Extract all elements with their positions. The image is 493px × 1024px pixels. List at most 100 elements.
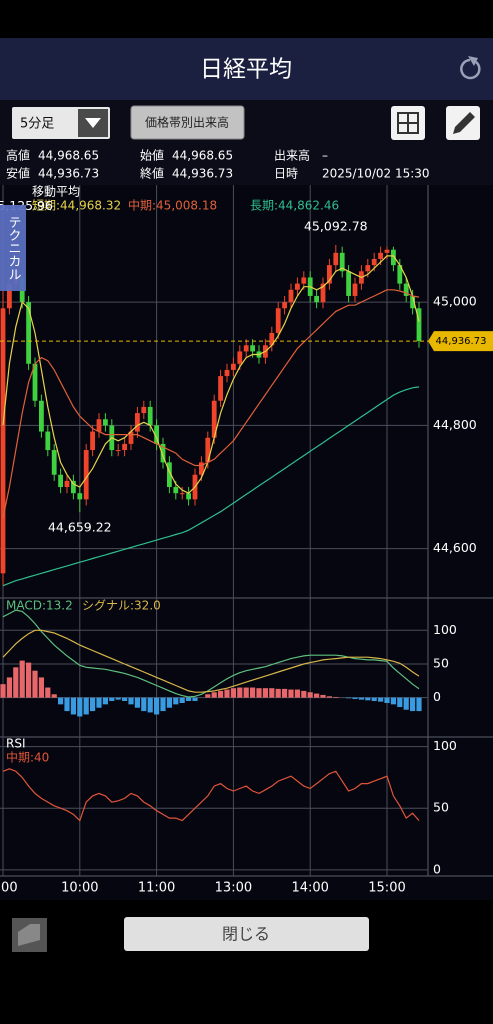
candle-body xyxy=(167,462,172,488)
info-value: – xyxy=(322,149,328,163)
series-line xyxy=(2,255,420,494)
histogram-bar xyxy=(166,697,172,708)
candle-body xyxy=(378,252,383,259)
close-label: 閉じる xyxy=(222,925,270,944)
legend-entry: 中期:40 xyxy=(6,750,49,765)
histogram-bar xyxy=(96,697,102,708)
candle-body xyxy=(128,431,134,444)
interval-dropdown[interactable]: 5分足 xyxy=(12,107,110,139)
candle-body xyxy=(96,419,102,432)
candle-body xyxy=(410,295,415,309)
histogram-bar xyxy=(0,684,6,698)
candle-body xyxy=(243,345,249,352)
last-price-tag xyxy=(428,331,493,352)
draw-button[interactable] xyxy=(446,106,480,140)
candle-body xyxy=(218,376,223,401)
histogram-bar xyxy=(186,697,192,701)
y-tick-label: 0 xyxy=(433,689,441,704)
histogram-bar xyxy=(38,677,44,698)
histogram-bar xyxy=(275,688,281,698)
candle-body xyxy=(147,406,153,426)
histogram-bar xyxy=(58,697,64,705)
close-button[interactable]: 閉じる xyxy=(124,917,369,951)
info-label: 安値 xyxy=(6,166,30,181)
status-bar xyxy=(0,0,493,38)
candle-body xyxy=(333,252,339,266)
panel-title: RSI xyxy=(6,737,26,751)
histogram-bar xyxy=(205,694,211,698)
histogram-bar xyxy=(403,697,409,710)
histogram-bar xyxy=(77,697,83,717)
histogram-bar xyxy=(109,697,115,701)
histogram-bar xyxy=(371,697,377,701)
volume-profile-button[interactable]: 価格帯別出来高 xyxy=(130,105,245,140)
candle-body xyxy=(339,252,345,272)
candle-body xyxy=(0,308,6,574)
histogram-bar xyxy=(384,697,390,704)
y-tick-label: 100 xyxy=(433,738,457,753)
candle-body xyxy=(288,289,294,303)
legend-title: 移動平均 xyxy=(32,185,80,199)
histogram-bar xyxy=(70,697,76,715)
back-button[interactable] xyxy=(12,918,47,952)
technical-tab[interactable]: テクニカル xyxy=(0,205,26,291)
histogram-bar xyxy=(134,697,140,708)
legend-entry: シグナル:32.0 xyxy=(82,599,161,613)
technical-tab-label: テクニカル xyxy=(6,216,21,281)
candle-body xyxy=(173,487,179,494)
candle-body xyxy=(352,283,358,296)
y-tick-label: 50 xyxy=(433,655,449,670)
histogram-bar xyxy=(147,697,153,713)
histogram-bar xyxy=(6,677,12,698)
header-title: 日経平均 xyxy=(200,57,292,83)
histogram-bar xyxy=(397,697,403,708)
histogram-bar xyxy=(307,692,313,698)
series-line xyxy=(2,768,420,822)
candle-body xyxy=(301,277,307,284)
histogram-bar xyxy=(173,697,179,705)
y-tick-label: 100 xyxy=(433,622,457,637)
candle-body xyxy=(282,302,287,309)
histogram-bar xyxy=(358,697,364,700)
histogram-bar xyxy=(301,690,307,698)
chart-layer: 9:00 10:00 11:00 13:00 14:00 15:00 45,000 44,80… xyxy=(0,185,493,896)
candle-body xyxy=(51,450,57,475)
refresh-button[interactable] xyxy=(460,56,481,80)
candle-body xyxy=(71,480,76,494)
info-value: 44,936.73 xyxy=(38,167,99,181)
histogram-bar xyxy=(288,689,294,698)
candle-body xyxy=(211,400,217,438)
histogram-bar xyxy=(269,688,275,698)
candle-body xyxy=(391,249,396,266)
candle-body xyxy=(416,308,422,342)
candle-body xyxy=(224,369,230,377)
histogram-bar xyxy=(365,697,371,701)
candle-body xyxy=(135,413,140,432)
candle-body xyxy=(269,332,275,346)
x-tick-label: 14:00 xyxy=(291,881,328,896)
histogram-bar xyxy=(250,687,256,698)
price-annotation: 44,659.22 xyxy=(48,520,112,535)
candle-body xyxy=(295,283,300,290)
candle-body xyxy=(365,265,371,272)
histogram-bar xyxy=(13,667,19,698)
histogram-bar xyxy=(122,697,128,701)
candle-body xyxy=(403,283,409,296)
info-label: 高値 xyxy=(6,148,30,163)
candle-body xyxy=(83,450,89,500)
histogram-bar xyxy=(32,670,38,698)
histogram-bar xyxy=(224,689,230,698)
candle-body xyxy=(64,480,70,488)
info-label: 終値 xyxy=(140,166,164,181)
candle-body xyxy=(237,351,243,364)
candle-body xyxy=(231,363,236,370)
x-tick-label: 10:00 xyxy=(61,881,98,896)
histogram-bar xyxy=(141,697,147,712)
candle-body xyxy=(160,443,166,463)
histogram-bar xyxy=(102,697,108,705)
candle-body xyxy=(314,295,319,303)
layout-button[interactable] xyxy=(391,106,425,140)
candle-body xyxy=(90,431,95,451)
